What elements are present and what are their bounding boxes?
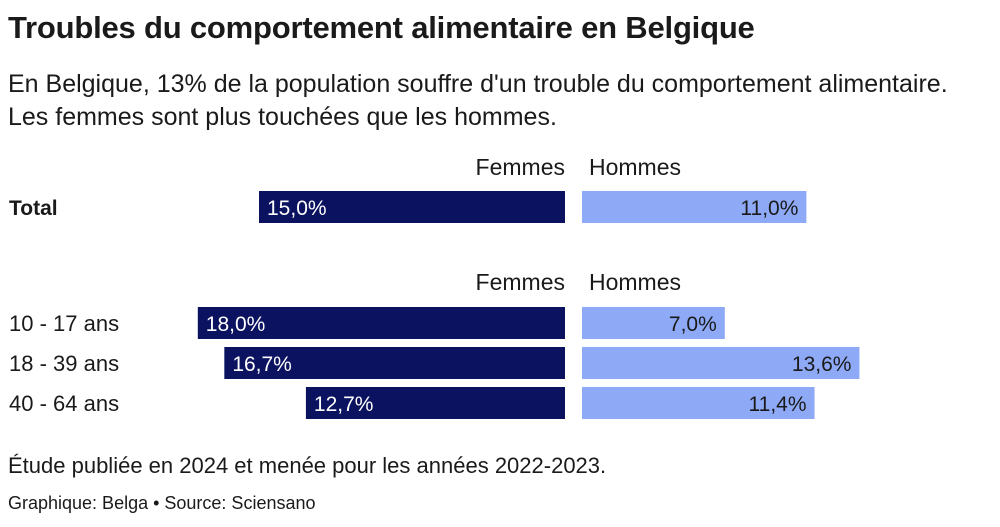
row-label: 40 - 64 ans	[9, 391, 119, 416]
legend-hommes: Hommes	[589, 154, 681, 180]
row-label: 18 - 39 ans	[9, 351, 119, 376]
row-label: 10 - 17 ans	[9, 311, 119, 336]
chart-subtitle: En Belgique, 13% de la population souffr…	[8, 70, 948, 131]
bar-femmes	[197, 307, 566, 339]
bar-hommes	[582, 307, 725, 339]
bar-label-femmes: 12,7%	[314, 393, 374, 416]
chart-source: Graphique: Belga • Source: Sciensano	[8, 493, 316, 513]
bar-label-femmes: 16,7%	[232, 353, 292, 376]
bar-label-hommes: 7,0%	[669, 313, 717, 336]
legend-femmes: Femmes	[476, 154, 565, 180]
chart-note: Étude publiée en 2024 et menée pour les …	[8, 453, 607, 478]
bar-hommes	[582, 387, 815, 419]
bar-label-hommes: 13,6%	[792, 353, 852, 376]
bar-femmes	[224, 347, 565, 379]
legend-femmes: Femmes	[476, 269, 565, 295]
bar-label-hommes: 11,0%	[740, 197, 798, 220]
bar-label-hommes: 11,4%	[749, 393, 807, 416]
bar-label-femmes: 18,0%	[206, 313, 266, 336]
bar-femmes	[259, 191, 565, 223]
chart-title: Troubles du comportement alimentaire en …	[8, 10, 755, 45]
bar-hommes	[582, 347, 860, 379]
bar-hommes	[582, 191, 807, 223]
row-label: Total	[9, 197, 58, 220]
legend-hommes: Hommes	[589, 269, 681, 295]
bar-femmes	[305, 387, 565, 419]
bar-label-femmes: 15,0%	[267, 197, 327, 220]
